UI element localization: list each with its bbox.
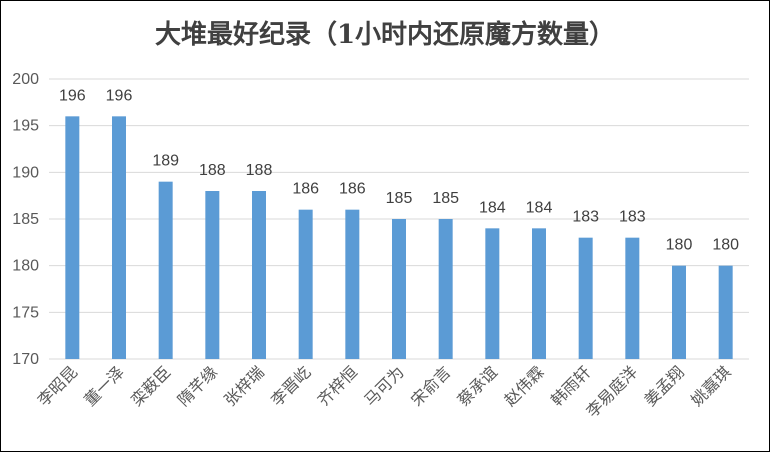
- x-tick-label: 栾薮臣: [127, 362, 174, 409]
- bar: [252, 191, 266, 359]
- data-label: 180: [712, 237, 739, 254]
- x-tick-label: 张梓瑞: [220, 362, 267, 409]
- data-label: 185: [432, 190, 459, 207]
- data-label: 180: [666, 237, 693, 254]
- data-label: 188: [246, 162, 273, 179]
- y-tick-label: 200: [12, 71, 39, 88]
- y-tick-label: 185: [12, 211, 39, 228]
- x-tick-label: 宋俞言: [407, 362, 454, 409]
- bar: [578, 237, 593, 359]
- bar: [392, 219, 406, 359]
- chart-title: 大堆最好纪录（1小时内还原魔方数量）: [155, 19, 615, 50]
- bar: [158, 181, 173, 359]
- data-label: 186: [292, 181, 319, 198]
- data-label: 189: [152, 153, 179, 170]
- bars: [65, 116, 733, 359]
- data-label: 188: [199, 162, 226, 179]
- bar: [718, 265, 733, 359]
- bar: [672, 265, 686, 359]
- x-tick-label: 马可为: [360, 362, 407, 409]
- y-tick-label: 190: [12, 164, 39, 181]
- x-tick-label: 姜孟翔: [640, 362, 687, 409]
- y-tick-label: 195: [12, 118, 39, 135]
- y-tick-label: 180: [12, 258, 39, 275]
- data-label: 186: [339, 181, 366, 198]
- x-tick-label: 董一泽: [80, 362, 127, 409]
- data-label: 196: [106, 87, 133, 104]
- x-tick-label: 李易庭洋: [582, 362, 641, 421]
- x-tick-label: 李昭昆: [34, 362, 81, 409]
- data-label: 184: [526, 199, 553, 216]
- bar: [532, 228, 546, 359]
- data-label: 183: [619, 209, 646, 226]
- data-label: 183: [572, 209, 599, 226]
- data-labels: 196 196 189 188 188 186 186 185 185 184 184 183 183 1…: [59, 87, 739, 253]
- bar: [205, 191, 220, 359]
- x-tick-label: 蔡承谊: [454, 362, 501, 409]
- y-tick-label: 170: [12, 351, 39, 368]
- data-label: 184: [479, 199, 506, 216]
- bar: [298, 209, 313, 359]
- bar: [485, 228, 500, 359]
- bar: [112, 116, 126, 359]
- bar: [625, 237, 640, 359]
- y-axis: 170 175 180 185 190 195 200: [12, 71, 39, 368]
- x-axis: 李昭昆 董一泽 栾薮臣 隋芊缘 张梓瑞 李晋屹 齐梓恒 马可为 宋俞言 蔡承谊 赵伟霖 韩雨轩李易庭洋…: [34, 362, 735, 421]
- bar: [345, 209, 360, 359]
- x-tick-label: 赵伟霖: [500, 362, 547, 409]
- y-tick-label: 175: [12, 304, 39, 321]
- bar: [438, 219, 453, 359]
- x-tick-label: 隋芊缘: [174, 362, 221, 409]
- x-tick-label: 姚嘉琪: [687, 362, 734, 409]
- data-label: 196: [59, 87, 86, 104]
- data-label: 185: [386, 190, 413, 207]
- x-tick-label: 李晋屹: [267, 362, 314, 409]
- x-tick-label: 齐梓恒: [314, 362, 361, 409]
- bar: [65, 116, 80, 359]
